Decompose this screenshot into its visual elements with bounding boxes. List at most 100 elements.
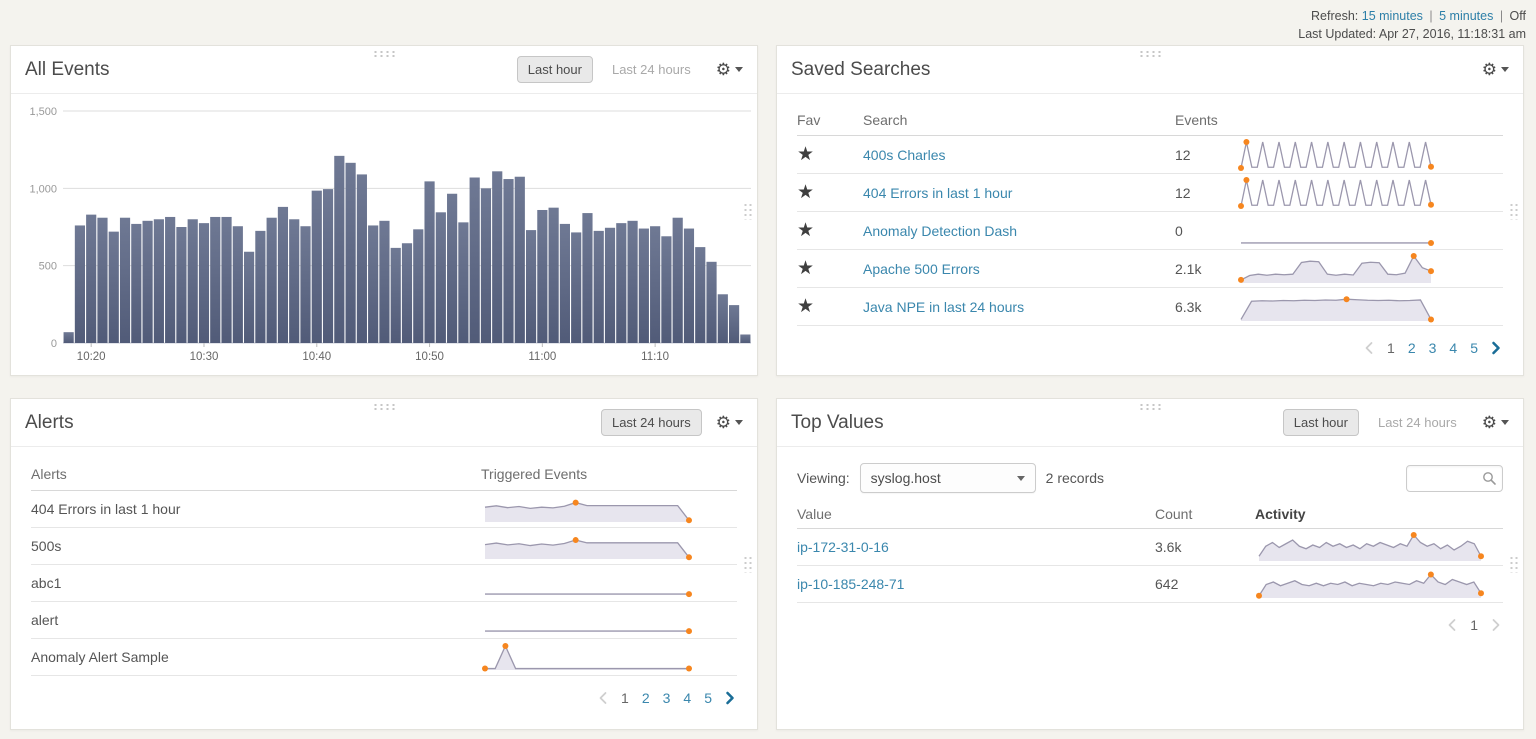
sparkline-chart	[481, 568, 693, 599]
saved-search-link[interactable]: 400s Charles	[863, 147, 1175, 163]
pagination: 12345	[777, 340, 1501, 356]
time-range-last-24-hours-button[interactable]: Last 24 hours	[601, 56, 702, 83]
events-count: 6.3k	[1175, 299, 1237, 315]
page-number-4[interactable]: 4	[683, 690, 691, 706]
search-icon	[1482, 471, 1497, 486]
field-select-value: syslog.host	[871, 470, 941, 486]
sparkline-cell	[481, 605, 737, 636]
svg-text:10:20: 10:20	[77, 351, 106, 363]
sparkline-chart	[481, 531, 693, 562]
page-number-3[interactable]: 3	[663, 690, 671, 706]
sparkline-chart	[481, 605, 693, 636]
panel-settings-button[interactable]: ⚙︎	[1482, 414, 1509, 431]
alert-name: 500s	[31, 538, 481, 554]
page-number-3[interactable]: 3	[1429, 340, 1437, 356]
page-number-5[interactable]: 5	[704, 690, 712, 706]
refresh-off-option[interactable]: Off	[1510, 9, 1526, 23]
drag-handle-icon[interactable]	[373, 403, 396, 411]
alert-name: 404 Errors in last 1 hour	[31, 501, 481, 517]
panel-settings-button[interactable]: ⚙︎	[1482, 61, 1509, 78]
chevron-left-icon	[1364, 341, 1374, 355]
favorite-star-icon[interactable]: ★	[797, 221, 863, 240]
panel-settings-button[interactable]: ⚙︎	[716, 61, 743, 78]
sparkline-chart	[1255, 531, 1485, 564]
column-header-alerts: Alerts	[31, 466, 481, 482]
drag-handle-icon[interactable]	[1139, 403, 1162, 411]
drag-handle-icon[interactable]	[1139, 50, 1162, 58]
sparkline-cell	[1237, 214, 1503, 248]
page-number-5[interactable]: 5	[1470, 340, 1478, 356]
alerts-panel: Alerts Last 24 hours ⚙︎ Alerts Triggered…	[10, 398, 758, 730]
sparkline-cell	[481, 531, 737, 562]
value-link[interactable]: ip-10-185-248-71	[797, 576, 1155, 592]
table-row: abc1	[31, 565, 737, 602]
favorite-star-icon[interactable]: ★	[797, 297, 863, 316]
time-range-last-hour-button[interactable]: Last hour	[1283, 409, 1359, 436]
favorite-star-icon[interactable]: ★	[797, 145, 863, 164]
resize-grip-icon[interactable]	[743, 556, 754, 573]
previous-page-button	[1364, 341, 1374, 355]
column-header-events: Events	[1175, 112, 1237, 128]
panel-title: Alerts	[25, 412, 74, 434]
all-events-bar-chart: 05001,0001,50010:2010:3010:4010:5011:001…	[15, 96, 755, 372]
saved-search-link[interactable]: Apache 500 Errors	[863, 261, 1175, 277]
saved-search-link[interactable]: 404 Errors in last 1 hour	[863, 185, 1175, 201]
resize-grip-icon[interactable]	[1509, 556, 1520, 573]
resize-grip-icon[interactable]	[1509, 202, 1520, 219]
page-number-2[interactable]: 2	[642, 690, 650, 706]
sparkline-cell	[1237, 138, 1503, 172]
page-number-2[interactable]: 2	[1408, 340, 1416, 356]
next-page-button[interactable]	[725, 691, 735, 705]
time-range-last-24-hours-button[interactable]: Last 24 hours	[601, 409, 702, 436]
table-row: ★400s Charles12	[797, 136, 1503, 174]
page-number-4[interactable]: 4	[1449, 340, 1457, 356]
pagination: 1	[777, 617, 1501, 633]
svg-text:1,000: 1,000	[29, 183, 57, 195]
next-page-button	[1491, 618, 1501, 632]
svg-text:10:40: 10:40	[302, 351, 331, 363]
table-row: ★Anomaly Detection Dash0	[797, 212, 1503, 250]
table-row: ip-172-31-0-163.6k	[797, 529, 1503, 566]
events-count: 2.1k	[1175, 261, 1237, 277]
saved-searches-panel: Saved Searches ⚙︎ Fav Search Events ★400…	[776, 45, 1524, 376]
panel-title: Top Values	[791, 412, 884, 434]
panel-settings-button[interactable]: ⚙︎	[716, 414, 743, 431]
page-number-1: 1	[1387, 340, 1395, 356]
count-value: 3.6k	[1155, 539, 1255, 555]
chevron-right-icon	[1491, 618, 1501, 632]
drag-handle-icon[interactable]	[373, 50, 396, 58]
favorite-star-icon[interactable]: ★	[797, 259, 863, 278]
next-page-button[interactable]	[1491, 341, 1501, 355]
column-header-count: Count	[1155, 506, 1255, 522]
svg-text:11:00: 11:00	[528, 351, 556, 363]
saved-search-link[interactable]: Anomaly Detection Dash	[863, 223, 1175, 239]
sparkline-cell	[1255, 568, 1503, 601]
separator: |	[1500, 9, 1503, 23]
time-range-last-hour-button[interactable]: Last hour	[517, 56, 593, 83]
sparkline-chart	[1237, 252, 1435, 286]
column-header-value: Value	[797, 506, 1155, 522]
field-select-dropdown[interactable]: syslog.host	[860, 463, 1036, 493]
panel-title: All Events	[25, 59, 109, 81]
table-row: 404 Errors in last 1 hour	[31, 491, 737, 528]
top-values-panel: Top Values Last hour Last 24 hours ⚙︎ Vi…	[776, 398, 1524, 730]
favorite-star-icon[interactable]: ★	[797, 183, 863, 202]
page-number-1: 1	[621, 690, 629, 706]
time-range-last-24-hours-button[interactable]: Last 24 hours	[1367, 409, 1468, 436]
separator: |	[1429, 9, 1432, 23]
sparkline-cell	[1237, 252, 1503, 286]
column-header-fav: Fav	[797, 112, 863, 128]
table-header-row: Alerts Triggered Events	[31, 457, 737, 491]
alert-name: alert	[31, 612, 481, 628]
table-row: alert	[31, 602, 737, 639]
refresh-5-link[interactable]: 5 minutes	[1439, 9, 1493, 23]
value-link[interactable]: ip-172-31-0-16	[797, 539, 1155, 555]
saved-search-link[interactable]: Java NPE in last 24 hours	[863, 299, 1175, 315]
table-header-row: Value Count Activity	[797, 499, 1503, 529]
table-row: ip-10-185-248-71642	[797, 566, 1503, 603]
svg-text:0: 0	[51, 338, 57, 350]
gear-icon: ⚙︎	[716, 414, 731, 431]
previous-page-button	[598, 691, 608, 705]
refresh-15-link[interactable]: 15 minutes	[1362, 9, 1423, 23]
records-count-text: 2 records	[1046, 470, 1104, 486]
